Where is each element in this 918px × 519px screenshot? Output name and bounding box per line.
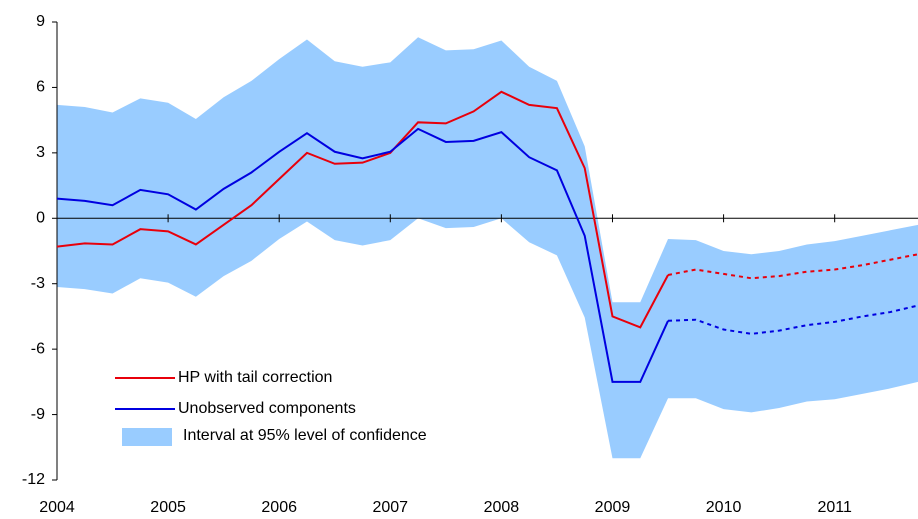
- confidence-band: [57, 37, 918, 459]
- series-line-projected: [667, 304, 918, 335]
- series-line: [56, 90, 669, 329]
- x-tick-label: 2009: [595, 499, 631, 516]
- series-line-projected: [667, 253, 918, 280]
- legend-label: HP with tail correction: [178, 369, 332, 386]
- x-tick-label: 2007: [372, 499, 408, 516]
- legend-swatch: [122, 428, 172, 446]
- y-tick-label: 3: [36, 144, 45, 161]
- y-tick-label: -6: [31, 340, 45, 357]
- x-tick-label: 2006: [261, 499, 297, 516]
- x-tick-label: 2008: [484, 499, 520, 516]
- x-tick-label: 2004: [39, 499, 75, 516]
- x-tick-label: 2005: [150, 499, 186, 516]
- series-line: [56, 127, 669, 383]
- legend-label: Unobserved components: [178, 400, 356, 417]
- y-tick-label: 6: [36, 79, 45, 96]
- legend-label: Interval at 95% level of confidence: [183, 427, 427, 444]
- y-tick-label: -12: [22, 471, 45, 488]
- y-tick-label: -3: [31, 275, 45, 292]
- y-tick-label: -9: [31, 406, 45, 423]
- x-tick-label: 2011: [817, 499, 852, 516]
- y-tick-label: 0: [36, 210, 45, 227]
- y-tick-label: 9: [36, 13, 45, 30]
- x-tick-label: 2010: [706, 499, 742, 516]
